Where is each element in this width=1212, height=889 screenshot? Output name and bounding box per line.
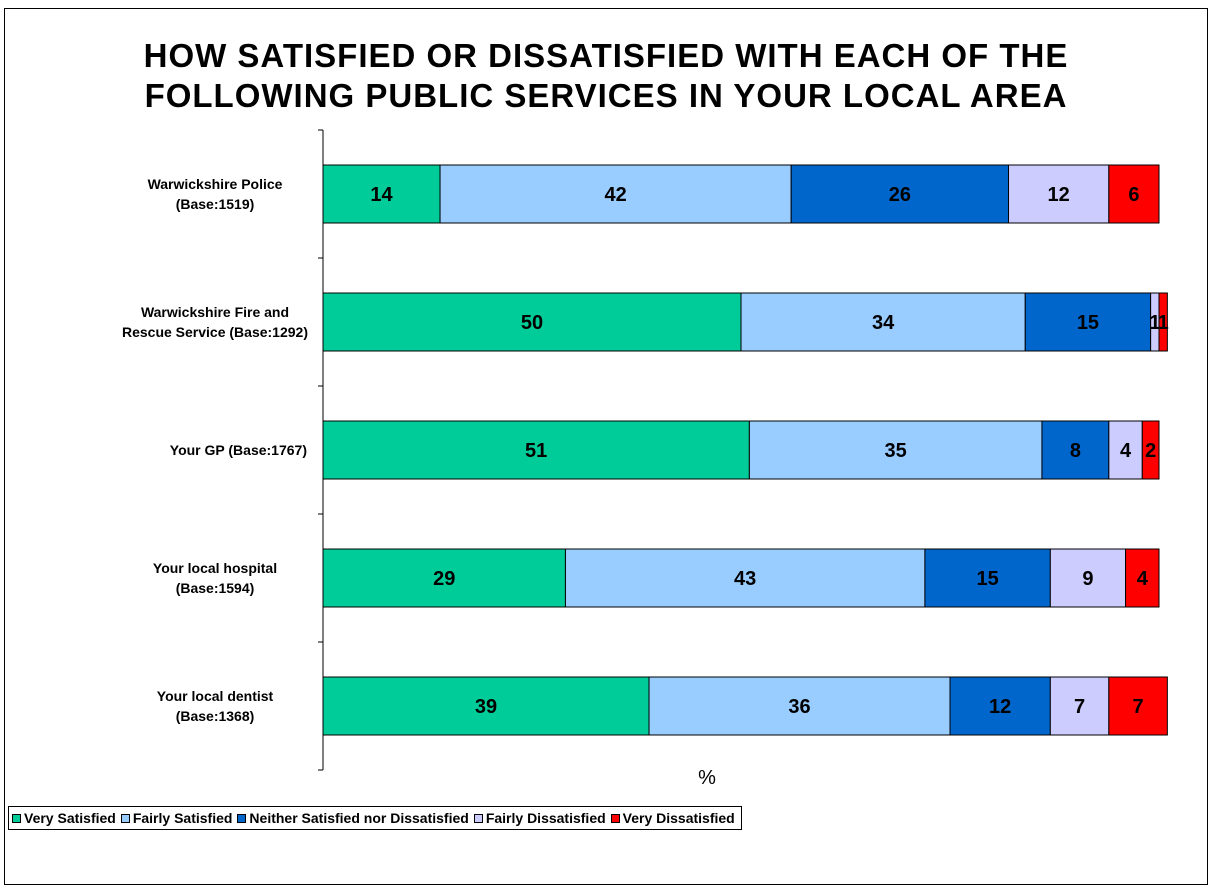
bar-segment bbox=[322, 548, 566, 608]
bar-segment bbox=[1141, 420, 1160, 480]
data-label: 15 bbox=[976, 568, 998, 590]
bar-segment bbox=[1049, 548, 1127, 608]
data-label: 50 bbox=[521, 312, 543, 334]
bar-segment bbox=[1125, 548, 1160, 608]
bar-segment bbox=[1008, 164, 1110, 224]
data-label: 6 bbox=[1128, 184, 1139, 206]
chart-title: HOW SATISFIED OR DISSATISFIED WITH EACH … bbox=[0, 36, 1212, 116]
data-label: 29 bbox=[433, 568, 455, 590]
legend-swatch bbox=[120, 813, 130, 823]
category-label: (Base:1519) bbox=[176, 196, 255, 212]
bar-segment bbox=[322, 292, 742, 352]
category-label: Warwickshire Fire and bbox=[141, 304, 289, 320]
data-label: 8 bbox=[1070, 440, 1081, 462]
data-label: 43 bbox=[734, 568, 756, 590]
bar-segment bbox=[1158, 292, 1168, 352]
chart-title-line-1: HOW SATISFIED OR DISSATISFIED WITH EACH … bbox=[143, 37, 1069, 74]
data-label: 42 bbox=[604, 184, 626, 206]
bar-segment bbox=[790, 164, 1010, 224]
legend-label: Neither Satisfied nor Dissatisfied bbox=[249, 810, 469, 826]
chart-legend: Very Satisfied Fairly Satisfied Neither Sa… bbox=[8, 806, 742, 830]
chart-title-line-2: FOLLOWING PUBLIC SERVICES IN YOUR LOCAL … bbox=[144, 77, 1068, 114]
data-label: 34 bbox=[872, 312, 895, 334]
data-label: 4 bbox=[1120, 440, 1132, 462]
bar-segment bbox=[322, 420, 750, 480]
legend-swatch bbox=[12, 813, 21, 823]
bar-segment bbox=[1024, 292, 1152, 352]
data-label: 9 bbox=[1082, 568, 1093, 590]
legend-item: Neither Satisfied nor Dissatisfied bbox=[237, 810, 469, 826]
bar-segment bbox=[748, 420, 1043, 480]
legend-swatch bbox=[473, 813, 483, 823]
bar-segment bbox=[322, 164, 441, 224]
bar-segment bbox=[648, 676, 951, 736]
bar-segment bbox=[1049, 676, 1110, 736]
legend-label: Very Dissatisfied bbox=[622, 810, 735, 826]
data-label: 35 bbox=[885, 440, 907, 462]
bar-segment bbox=[564, 548, 926, 608]
category-label: Your local hospital bbox=[153, 560, 277, 576]
data-label: 51 bbox=[525, 440, 547, 462]
data-label: 4 bbox=[1137, 568, 1149, 590]
data-label: 12 bbox=[989, 696, 1011, 718]
legend-swatch bbox=[237, 813, 247, 823]
legend-label: Very Satisfied bbox=[24, 810, 116, 826]
category-label: Rescue Service (Base:1292) bbox=[122, 324, 308, 340]
category-label: Your GP (Base:1767) bbox=[170, 442, 307, 458]
data-label: 39 bbox=[475, 696, 497, 718]
data-label: 7 bbox=[1133, 696, 1144, 718]
x-axis-label: % bbox=[698, 767, 716, 789]
category-label: Warwickshire Police bbox=[148, 176, 283, 192]
legend-item: Fairly Dissatisfied bbox=[473, 810, 606, 826]
category-label: (Base:1368) bbox=[176, 708, 255, 724]
data-label: 1 bbox=[1149, 312, 1160, 334]
legend-label: Fairly Satisfied bbox=[132, 810, 233, 826]
bar-segment bbox=[949, 676, 1051, 736]
legend-item: Fairly Satisfied bbox=[120, 810, 233, 826]
category-label: Your local dentist bbox=[157, 688, 274, 704]
category-label: (Base:1594) bbox=[176, 580, 255, 596]
data-label: 12 bbox=[1048, 184, 1070, 206]
bar-segment bbox=[439, 164, 792, 224]
legend-swatch bbox=[610, 813, 620, 823]
data-label: 15 bbox=[1077, 312, 1099, 334]
bar-segment bbox=[322, 676, 650, 736]
data-label: 2 bbox=[1145, 440, 1156, 462]
data-label: 7 bbox=[1074, 696, 1085, 718]
legend-item: Very Dissatisfied bbox=[610, 810, 735, 826]
bar-segment bbox=[1108, 420, 1143, 480]
data-label: 36 bbox=[788, 696, 810, 718]
bar-segment bbox=[924, 548, 1051, 608]
data-label: 1 bbox=[1158, 312, 1169, 334]
bar-segment bbox=[1108, 676, 1168, 736]
data-label: 26 bbox=[889, 184, 911, 206]
bar-segment bbox=[1041, 420, 1110, 480]
data-label: 14 bbox=[370, 184, 393, 206]
legend-item: Very Satisfied bbox=[12, 810, 116, 826]
legend-label: Fairly Dissatisfied bbox=[485, 810, 606, 826]
bar-segment bbox=[1108, 164, 1160, 224]
